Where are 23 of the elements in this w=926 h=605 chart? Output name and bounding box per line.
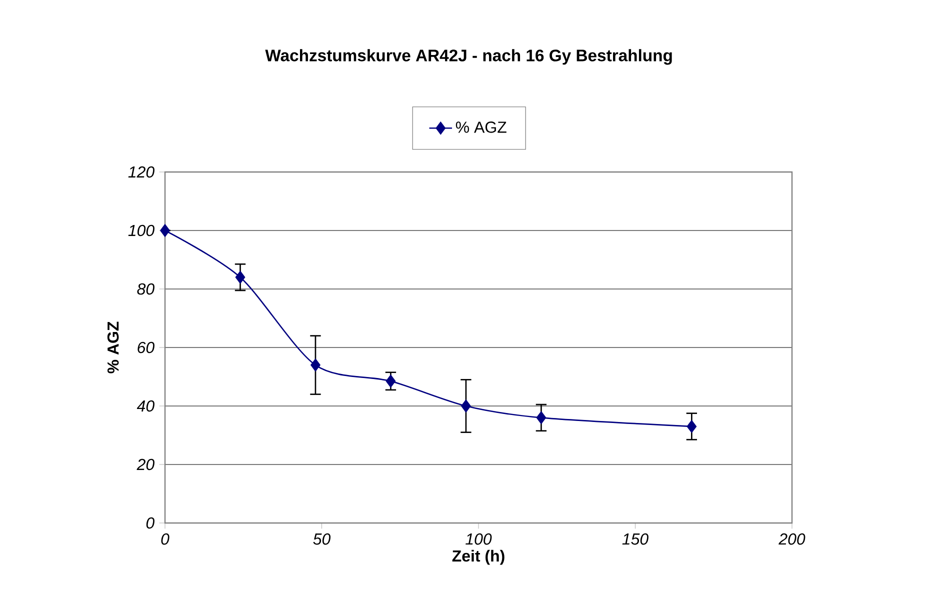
x-tick-label: 50 (313, 533, 331, 545)
point (686, 420, 697, 433)
point (235, 271, 246, 284)
x-tick-label: 150 (622, 533, 648, 545)
y-tick-label: 80 (137, 283, 154, 295)
y-tick-label: 60 (138, 342, 154, 354)
y-tick-label: 120 (128, 166, 154, 178)
x-axis-title: Zeit (h) (452, 550, 504, 565)
y-axis-title: % AGZ (107, 322, 119, 374)
legend-label: % AGZ (456, 122, 506, 133)
point (386, 374, 396, 388)
y-tick-label: 40 (136, 400, 154, 412)
point (461, 400, 471, 412)
point (536, 411, 546, 424)
x-tick-label: 100 (466, 533, 492, 545)
point (160, 224, 170, 237)
x-tick-label: 200 (778, 533, 806, 545)
y-tick-label: 0 (146, 517, 154, 529)
y-tick-label: 20 (136, 458, 154, 470)
point (310, 358, 320, 372)
y-tick-label: 100 (128, 224, 154, 236)
chart-title: Wachzstumskurve AR42J - nach 16 Gy Bestrahlung (265, 49, 672, 65)
x-tick-label: 0 (161, 533, 170, 545)
